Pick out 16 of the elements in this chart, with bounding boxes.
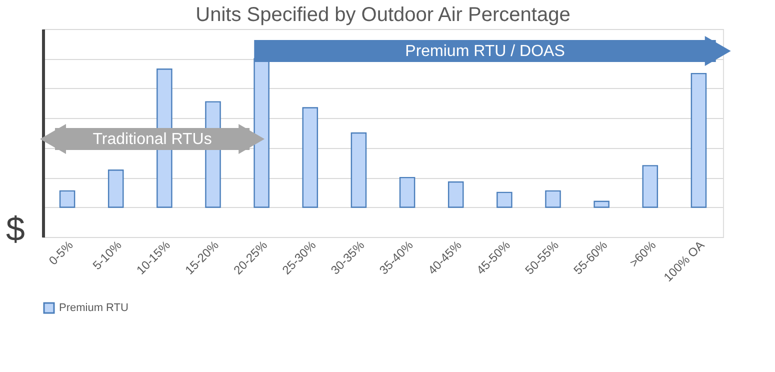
bar bbox=[59, 190, 76, 208]
bar bbox=[594, 200, 610, 208]
chart-title: Units Specified by Outdoor Air Percentage bbox=[196, 4, 570, 26]
bar bbox=[496, 192, 512, 208]
bar bbox=[448, 181, 464, 208]
bar bbox=[350, 132, 367, 208]
bar bbox=[545, 190, 561, 208]
legend-label: Premium RTU bbox=[59, 302, 129, 314]
bar bbox=[108, 170, 124, 208]
annotation: Premium RTU / DOAS bbox=[405, 43, 565, 60]
bar bbox=[642, 165, 658, 208]
bar bbox=[690, 72, 707, 208]
y-axis-title: $ bbox=[6, 210, 26, 248]
bar bbox=[399, 176, 416, 208]
annotation: Traditional RTUs bbox=[92, 131, 212, 148]
bar bbox=[302, 107, 318, 208]
